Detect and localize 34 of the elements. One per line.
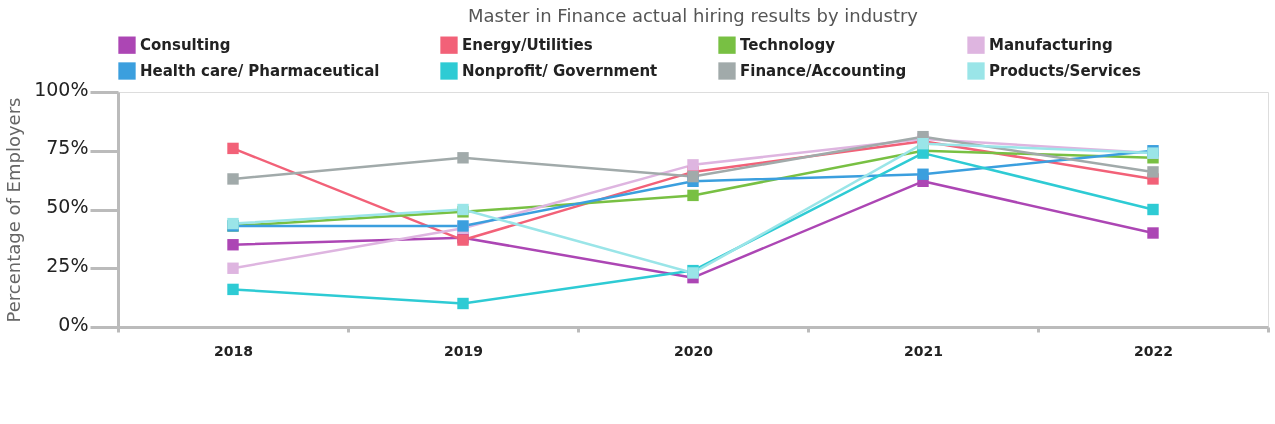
legend-label: Energy/Utilities [462, 36, 593, 55]
point [1147, 227, 1159, 239]
y-tick-label: 0% [58, 312, 89, 335]
y-tick-label: 75% [46, 136, 89, 159]
chart-title: Master in Finance actual hiring results by industry [468, 5, 919, 26]
point [687, 170, 699, 183]
point [227, 173, 239, 185]
x-tick-label: 2019 [444, 342, 483, 359]
point [227, 239, 239, 251]
point [457, 152, 469, 164]
point [1147, 166, 1159, 178]
point [1147, 203, 1159, 216]
x-tick-label: 2020 [674, 342, 714, 359]
point [687, 189, 699, 202]
point [227, 283, 239, 296]
legend-label: Products/Services [989, 62, 1141, 80]
legend-label: Technology [740, 36, 836, 55]
legend-label: Finance/Accounting [740, 62, 907, 80]
y-axis-title: Percentage of Employers [3, 97, 25, 323]
legend-label: Nonprofit/ Government [462, 62, 658, 80]
x-tick-label: 2022 [1134, 342, 1173, 359]
y-tick-label: 25% [46, 253, 89, 276]
x-tick-label: 2021 [904, 342, 943, 359]
legend-label: Manufacturing [989, 36, 1113, 55]
legend-label: Health care/ Pharmaceutical [140, 62, 380, 80]
y-tick-label: 100% [34, 77, 89, 100]
point [457, 297, 469, 310]
point [227, 262, 239, 274]
y-tick-label: 50% [46, 195, 89, 217]
point [227, 142, 239, 155]
x-tick-label: 2018 [214, 342, 253, 359]
legend-label: Consulting [140, 36, 231, 55]
point [917, 168, 929, 180]
point [687, 159, 699, 171]
